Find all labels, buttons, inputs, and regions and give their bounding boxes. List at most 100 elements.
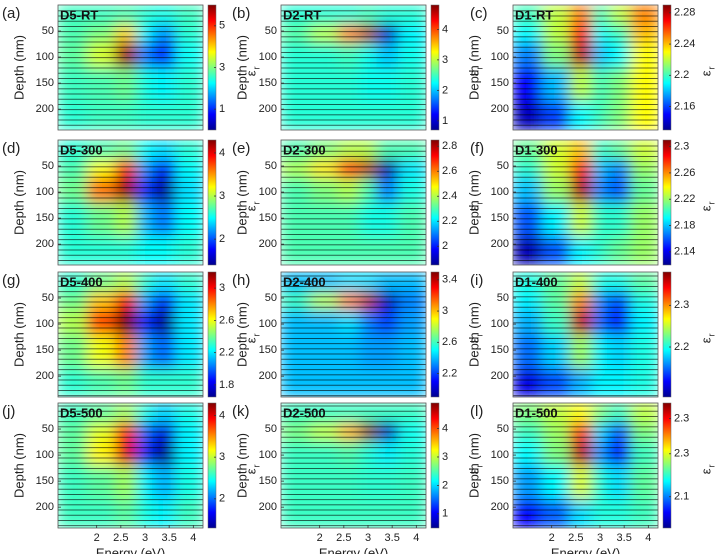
- x-tick-label: 3: [365, 532, 371, 544]
- panel-title: D2-300: [283, 142, 326, 157]
- y-axis-label: Depth (nm): [234, 35, 249, 100]
- colorbar-label: εr: [698, 334, 716, 344]
- colorbar-tick-label: 2.3: [674, 413, 689, 425]
- x-tick-label: 2.5: [568, 532, 583, 544]
- colorbar-label-symbol: ε: [466, 205, 481, 211]
- colorbar-label-subscript: r: [706, 67, 716, 70]
- colorbar-label-symbol: ε: [466, 70, 481, 76]
- y-axis-label: Depth (nm): [466, 433, 481, 498]
- colorbar: [662, 271, 672, 398]
- panel-label: (l): [470, 403, 483, 420]
- y-tick-label: 100: [36, 186, 54, 198]
- y-tick-label: 100: [491, 318, 509, 330]
- panel: 50 100 150 200 Depth (nm) (h) D2-400 2.2 2.6 3 3.4…: [232, 271, 484, 398]
- colorbar-tick-label: 3: [442, 305, 448, 317]
- y-tick-label: 150: [259, 77, 277, 89]
- panel: 50 100 150 200 Depth (nm) (e) D2-300 2 2.2 2.4 2.6…: [232, 139, 484, 266]
- colorbar-tick-label: 3: [219, 282, 225, 294]
- panel-title: D2-400: [283, 274, 326, 289]
- x-tick-label: 3: [142, 532, 148, 544]
- colorbar-tick-label: 3: [442, 54, 448, 66]
- y-tick-label: 150: [259, 344, 277, 356]
- y-axis-label: Depth (nm): [234, 302, 249, 367]
- y-tick-label: 200: [491, 103, 509, 115]
- colorbar-tick-label: 1: [442, 508, 448, 520]
- colorbar-label: εr: [466, 334, 484, 344]
- plot-frame: [280, 402, 427, 529]
- colorbar-tick-label: 3: [442, 451, 448, 463]
- panel-title: D1-500: [515, 405, 558, 420]
- panel-label: (f): [470, 140, 484, 157]
- panel: 50 100 150 200 Depth (nm) (f) D1-300 2.14 2.18 2.…: [466, 139, 716, 266]
- colorbar-tick-label: 2.1: [674, 491, 689, 503]
- colorbar-tick-label: 2.28: [674, 7, 695, 19]
- colorbar-tick-label: 2.4: [442, 190, 457, 202]
- plot-area: [58, 140, 203, 265]
- plot-frame: [512, 402, 659, 529]
- plot-frame: [280, 4, 427, 131]
- x-axis-label: Energy (eV): [96, 545, 165, 554]
- panel-title: D1-400: [515, 274, 558, 289]
- panel: 50 100 150 200 2 2.5 3 3.5 4 Energy (eV) Depth (nm…: [466, 402, 716, 554]
- colorbar-label-symbol: ε: [466, 337, 481, 343]
- panel: 50 100 150 200 Depth (nm) (d) D5-300 2 3 4 εr: [2, 139, 261, 266]
- scan-lines: [281, 405, 426, 528]
- colorbar-tick-label: 2.16: [674, 100, 695, 112]
- scan-lines: [513, 142, 658, 265]
- colorbar-tick-label: 4: [219, 409, 225, 421]
- scan-lines: [513, 274, 658, 397]
- scan-lines: [281, 274, 426, 397]
- y-axis-label: Depth (nm): [234, 433, 249, 498]
- scan-lines: [58, 142, 203, 265]
- x-tick-label: 2: [94, 532, 100, 544]
- panel-label: (j): [2, 403, 15, 420]
- colorbar-label: εr: [243, 465, 261, 475]
- colorbar-tick-label: 2.24: [674, 38, 695, 50]
- colorbar-tick-label: 2.6: [219, 314, 234, 326]
- y-tick-label: 200: [259, 501, 277, 513]
- colorbar-label-subscript: r: [706, 465, 716, 468]
- colorbar-label-subscript: r: [474, 465, 484, 468]
- plot-area: [513, 403, 658, 528]
- colorbar-label-subscript: r: [474, 334, 484, 337]
- plot-area: [58, 5, 203, 130]
- colorbar-tick-label: 1: [442, 115, 448, 127]
- plot-frame: [57, 139, 204, 266]
- plot-frame: [57, 402, 204, 529]
- y-tick-label: 50: [497, 160, 509, 172]
- y-axis-label: Depth (nm): [466, 302, 481, 367]
- y-tick-label: 150: [36, 212, 54, 224]
- y-tick-label: 100: [36, 449, 54, 461]
- colorbar-tick-label: 2: [442, 240, 448, 252]
- y-tick-label: 100: [259, 318, 277, 330]
- colorbar-tick-label: 2.8: [442, 140, 457, 152]
- colorbar-tick-label: 2.2: [219, 347, 234, 359]
- colorbar: [430, 271, 440, 398]
- colorbar-tick-label: 2.6: [442, 336, 457, 348]
- scan-lines: [281, 7, 426, 130]
- colorbar-label-symbol: ε: [243, 468, 258, 474]
- panel-label: (g): [2, 272, 20, 289]
- colorbar-label: εr: [243, 67, 261, 77]
- colorbar-tick-label: 3: [219, 451, 225, 463]
- plot-area: [58, 272, 203, 397]
- y-tick-label: 150: [491, 475, 509, 487]
- y-tick-label: 50: [42, 292, 54, 304]
- x-tick-label: 4: [190, 532, 196, 544]
- y-tick-label: 200: [36, 370, 54, 382]
- colorbar-label: εr: [698, 67, 716, 77]
- x-tick-label: 2: [549, 532, 555, 544]
- x-axis-label: Energy (eV): [319, 545, 388, 554]
- y-tick-label: 50: [265, 423, 277, 435]
- colorbar: [662, 4, 672, 131]
- x-tick-label: 3.5: [162, 532, 177, 544]
- panel: 50 100 150 200 2 2.5 3 3.5 4 Energy (eV) Depth (nm…: [2, 402, 261, 554]
- y-tick-label: 100: [259, 51, 277, 63]
- panel-label: (e): [232, 140, 250, 157]
- y-tick-label: 200: [36, 501, 54, 513]
- colorbar-tick-label: 5: [219, 20, 225, 32]
- y-tick-label: 100: [259, 449, 277, 461]
- y-tick-label: 150: [491, 77, 509, 89]
- panel-title: D2-RT: [283, 7, 321, 22]
- colorbar: [662, 402, 672, 529]
